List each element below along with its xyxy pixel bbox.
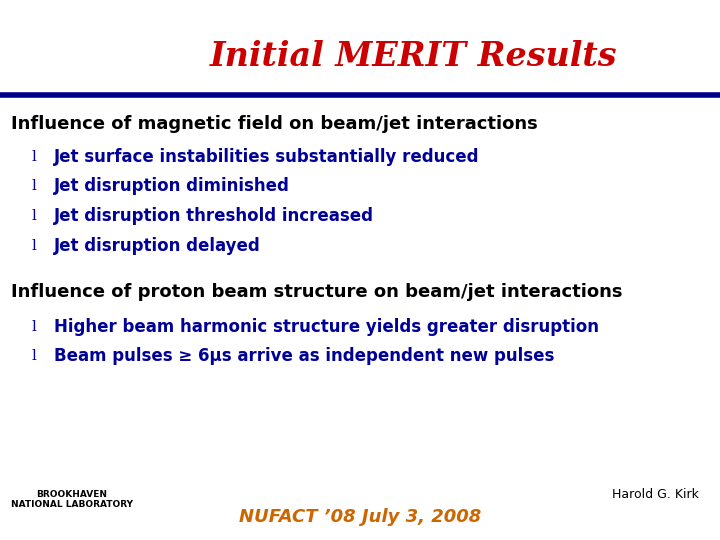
Text: l: l <box>32 239 36 253</box>
Text: Jet disruption delayed: Jet disruption delayed <box>54 237 261 255</box>
Text: l: l <box>32 150 36 164</box>
Text: Jet disruption diminished: Jet disruption diminished <box>54 177 290 195</box>
Text: Influence of magnetic field on beam/jet interactions: Influence of magnetic field on beam/jet … <box>11 115 538 133</box>
Text: BROOKHAVEN
NATIONAL LABORATORY: BROOKHAVEN NATIONAL LABORATORY <box>11 490 133 509</box>
Text: Initial MERIT Results: Initial MERIT Results <box>210 40 618 73</box>
Text: Jet disruption threshold increased: Jet disruption threshold increased <box>54 207 374 225</box>
Text: l: l <box>32 209 36 223</box>
Text: Beam pulses ≥ 6μs arrive as independent new pulses: Beam pulses ≥ 6μs arrive as independent … <box>54 347 554 366</box>
Text: Jet surface instabilities substantially reduced: Jet surface instabilities substantially … <box>54 147 480 166</box>
Text: l: l <box>32 349 36 363</box>
Text: l: l <box>32 320 36 334</box>
Text: Higher beam harmonic structure yields greater disruption: Higher beam harmonic structure yields gr… <box>54 318 599 336</box>
Text: NUFACT ’08 July 3, 2008: NUFACT ’08 July 3, 2008 <box>239 508 481 526</box>
Text: Influence of proton beam structure on beam/jet interactions: Influence of proton beam structure on be… <box>11 282 622 301</box>
Text: Harold G. Kirk: Harold G. Kirk <box>611 488 698 501</box>
Text: l: l <box>32 179 36 193</box>
